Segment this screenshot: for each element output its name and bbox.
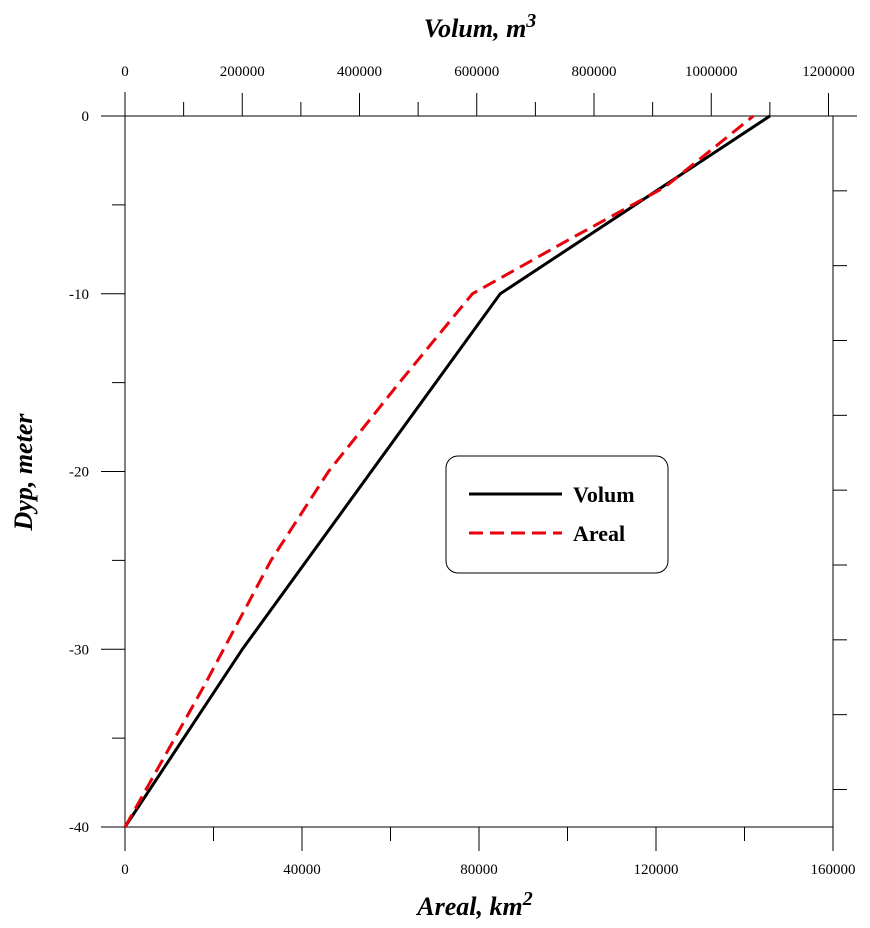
- axes-layer: 0 200000 400000 600000 800000 1000000 12000000…: [69, 64, 857, 878]
- bottom-axis-title-sup: 2: [522, 888, 533, 910]
- top-axis-tick-label: 200000: [220, 64, 265, 80]
- series-line-areal: [123, 114, 755, 828]
- bottom-axis-title-text: Areal, km: [415, 892, 522, 921]
- top-axis-tick-label: 800000: [572, 64, 617, 80]
- top-axis-title: Volum, m3: [424, 10, 537, 43]
- left-axis-tick-label: -10: [69, 287, 89, 303]
- left-axis-tick-label: -30: [69, 642, 89, 658]
- legend-box: [445, 455, 669, 574]
- bottom-axis-tick-label: 80000: [460, 862, 498, 878]
- top-axis-tick-label: 600000: [454, 64, 499, 80]
- top-axis-tick-label: 1200000: [802, 64, 855, 80]
- bottom-axis-tick-label: 0: [121, 862, 129, 878]
- left-axis-tick-label: -40: [69, 820, 89, 836]
- bottom-axis-title: Areal, km2: [415, 888, 532, 921]
- top-axis-tick-label: 0: [121, 64, 129, 80]
- top-axis-title-sup: 3: [525, 10, 536, 32]
- legend-label-areal: Areal: [573, 521, 625, 546]
- left-axis-tick-label: -20: [69, 465, 89, 481]
- top-axis-title-text: Volum, m: [424, 14, 527, 43]
- bottom-axis-tick-label: 160000: [811, 862, 856, 878]
- top-axis-tick-label: 400000: [337, 64, 382, 80]
- left-axis-title: Dyp, meter: [9, 413, 38, 532]
- legend: Volum Areal: [445, 455, 669, 574]
- top-axis-tick-label: 1000000: [685, 64, 738, 80]
- bottom-axis-tick-label: 120000: [634, 862, 679, 878]
- series-layer: [123, 114, 771, 828]
- left-axis-tick-label: 0: [82, 109, 90, 125]
- bottom-axis-tick-label: 40000: [283, 862, 321, 878]
- legend-label-volum: Volum: [573, 482, 635, 507]
